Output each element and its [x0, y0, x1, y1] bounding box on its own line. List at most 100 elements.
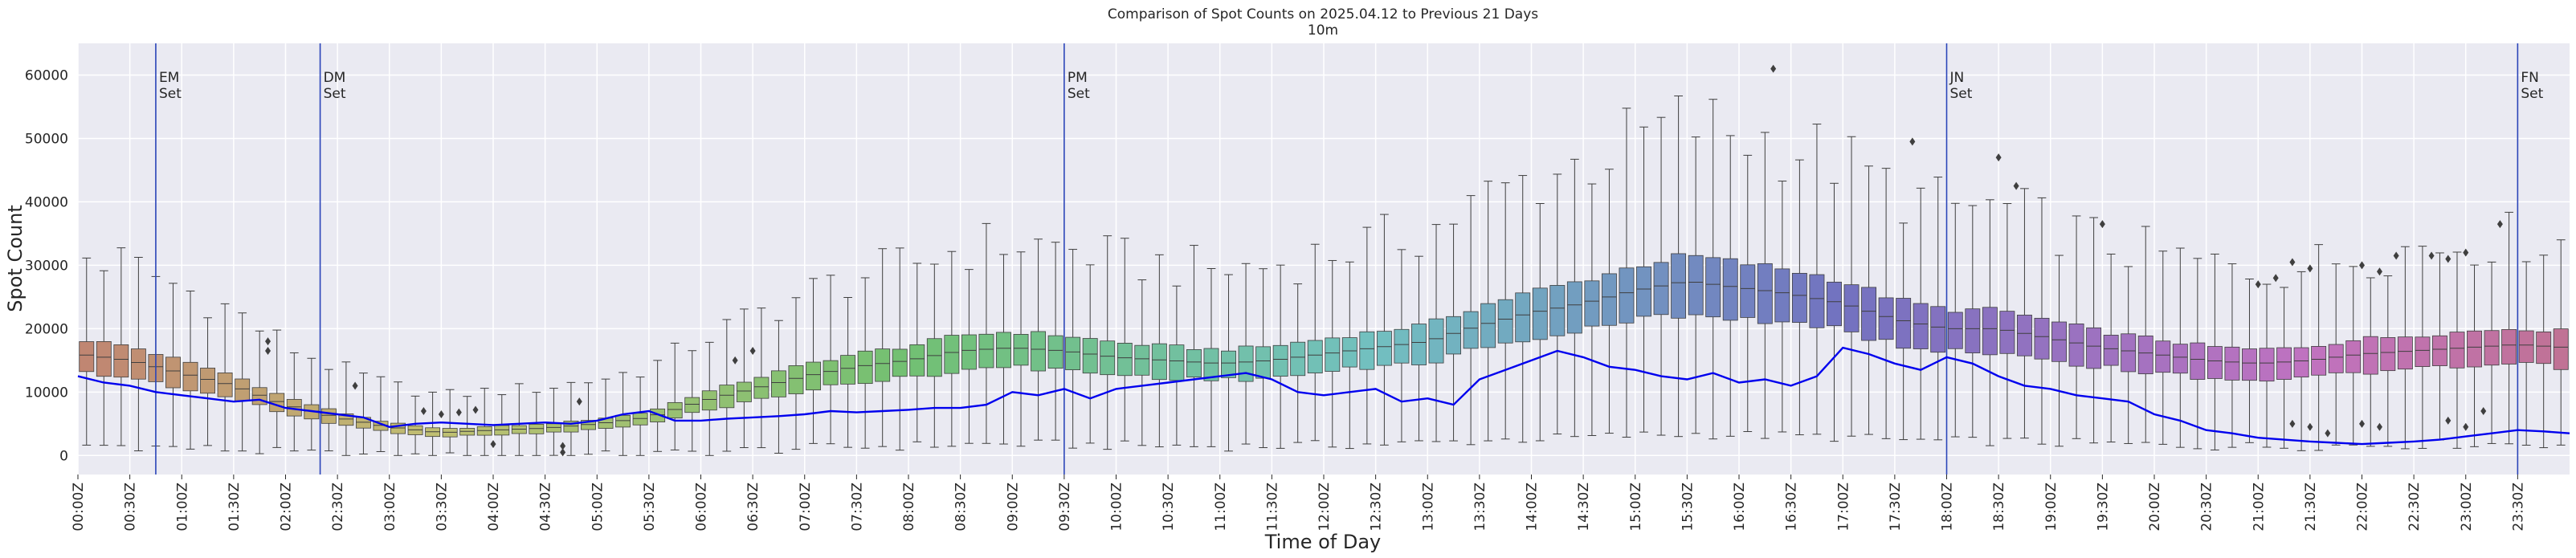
- outlier-point: [2099, 220, 2105, 229]
- x-tick-label: 09:30Z: [1057, 483, 1073, 532]
- box: [2016, 315, 2032, 356]
- x-tick-label: 18:00Z: [1940, 483, 1956, 532]
- outlier-point: [2359, 419, 2365, 428]
- box: [1169, 344, 1185, 381]
- box: [1515, 292, 1531, 343]
- box: [235, 378, 251, 401]
- x-tick-label: 15:30Z: [1680, 483, 1696, 532]
- x-tick-label: 00:00Z: [71, 483, 87, 532]
- x-tick-label: 12:30Z: [1369, 483, 1385, 532]
- box: [1100, 340, 1116, 376]
- box: [1428, 318, 1444, 364]
- box: [442, 428, 458, 438]
- x-tick-label: 10:00Z: [1109, 483, 1125, 532]
- x-tick-label: 05:00Z: [590, 483, 606, 532]
- outlier-point: [2307, 422, 2313, 431]
- x-tick-label: 04:00Z: [486, 483, 502, 532]
- box: [130, 348, 146, 380]
- x-tick-label: 23:00Z: [2459, 483, 2475, 532]
- box: [2086, 327, 2102, 369]
- box: [2328, 344, 2344, 373]
- box: [2155, 340, 2171, 373]
- box: [476, 426, 492, 436]
- outlier-point: [2463, 422, 2469, 431]
- box: [719, 385, 735, 409]
- box: [269, 393, 285, 413]
- x-tick-label: 13:30Z: [1472, 483, 1488, 532]
- x-tick-label: 10:30Z: [1161, 483, 1177, 532]
- outlier-point: [2445, 255, 2451, 263]
- marker-label: Set: [1950, 86, 1973, 102]
- box: [1359, 331, 1375, 370]
- box: [2293, 347, 2309, 378]
- x-tick-label: 22:30Z: [2407, 483, 2423, 532]
- box: [165, 356, 181, 389]
- box: [1982, 307, 1998, 356]
- box: [1999, 311, 2015, 354]
- box: [1480, 303, 1496, 348]
- outlier-point: [2289, 258, 2296, 267]
- box: [701, 390, 717, 411]
- box: [1307, 340, 1323, 374]
- box: [1497, 299, 1513, 344]
- marker-label: DM: [324, 70, 346, 86]
- x-tick-label: 05:30Z: [642, 483, 658, 532]
- x-tick-label: 16:00Z: [1732, 483, 1748, 532]
- box: [2224, 346, 2240, 381]
- box: [1688, 255, 1704, 316]
- y-tick-label: 30000: [25, 258, 68, 274]
- x-tick-label: 06:00Z: [694, 483, 710, 532]
- box: [1047, 335, 1063, 369]
- marker-label: Set: [1068, 86, 1090, 102]
- x-tick-label: 02:30Z: [330, 483, 346, 532]
- box: [1325, 337, 1341, 372]
- box: [96, 341, 112, 377]
- box: [320, 408, 337, 424]
- box: [2362, 336, 2378, 375]
- box: [2172, 344, 2188, 374]
- outlier-point: [560, 442, 566, 450]
- x-tick-label: 07:00Z: [798, 483, 814, 532]
- x-tick-label: 09:00Z: [1005, 483, 1021, 532]
- box: [1740, 264, 1756, 318]
- box: [2345, 340, 2362, 373]
- x-tick-label: 06:30Z: [745, 483, 761, 532]
- y-axis-label: Spot Count: [4, 205, 27, 312]
- box: [2051, 321, 2067, 362]
- x-tick-label: 07:30Z: [849, 483, 865, 532]
- outlier-point: [2496, 220, 2503, 229]
- box: [1913, 303, 1929, 349]
- y-tick-label: 10000: [25, 385, 68, 401]
- x-tick-label: 21:30Z: [2303, 483, 2319, 532]
- box: [615, 414, 631, 428]
- x-axis-label: Time of Day: [1264, 531, 1382, 553]
- box: [667, 401, 683, 419]
- box: [2501, 328, 2517, 365]
- x-tick-label: 22:00Z: [2355, 483, 2371, 532]
- box: [926, 338, 942, 377]
- outlier-point: [2255, 280, 2261, 289]
- box: [2311, 346, 2327, 376]
- outlier-point: [265, 337, 271, 346]
- box: [1809, 274, 1825, 328]
- box: [545, 423, 561, 433]
- y-tick-label: 40000: [25, 194, 68, 210]
- outlier-point: [438, 409, 444, 418]
- box: [1827, 281, 1842, 327]
- box: [1134, 344, 1150, 376]
- outlier-point: [490, 440, 496, 449]
- x-tick-label: 17:30Z: [1888, 483, 1904, 532]
- box: [1566, 281, 1582, 334]
- box: [944, 335, 960, 374]
- y-tick-label: 20000: [25, 321, 68, 337]
- outlier-point: [2289, 419, 2296, 428]
- marker-label: EM: [159, 70, 179, 86]
- outlier-point: [1909, 137, 1916, 146]
- box: [736, 381, 752, 402]
- box: [1394, 328, 1410, 364]
- box: [1878, 297, 1894, 340]
- x-tick-label: 14:00Z: [1525, 483, 1541, 532]
- outlier-point: [2376, 267, 2382, 276]
- x-tick-label: 19:00Z: [2043, 483, 2060, 532]
- box: [770, 370, 786, 397]
